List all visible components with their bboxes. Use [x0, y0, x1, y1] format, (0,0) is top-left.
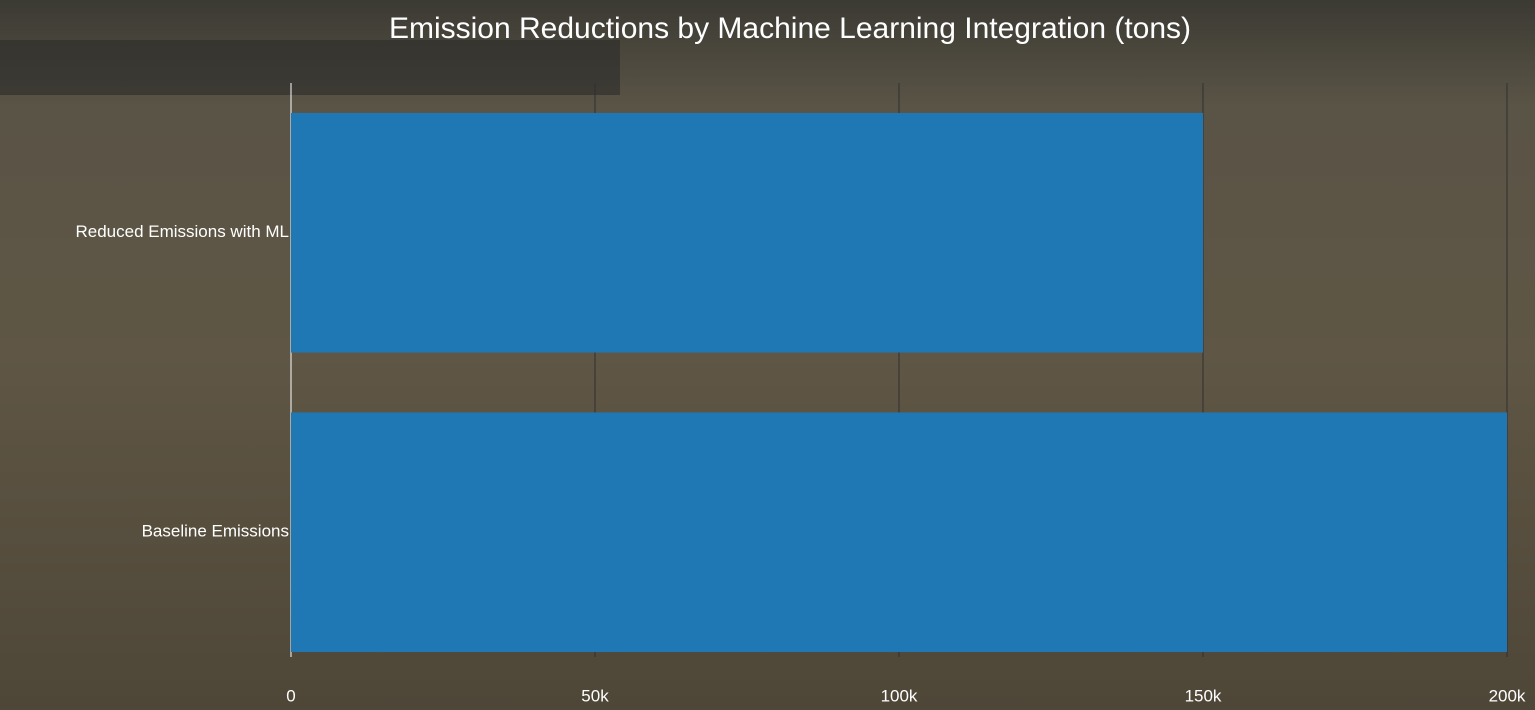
x-tick-label: 0 [286, 686, 295, 705]
x-tick-label: 200k [1489, 686, 1526, 705]
x-tick-label: 100k [881, 686, 918, 705]
bar [291, 112, 1203, 353]
background-shape [0, 40, 620, 95]
y-tick-label: Reduced Emissions with ML [75, 222, 289, 241]
x-tick-label: 150k [1185, 686, 1222, 705]
y-tick-label: Baseline Emissions [142, 522, 289, 541]
chart-title: Emission Reductions by Machine Learning … [389, 12, 1191, 45]
bar [291, 412, 1507, 653]
x-tick-label: 50k [581, 686, 609, 705]
